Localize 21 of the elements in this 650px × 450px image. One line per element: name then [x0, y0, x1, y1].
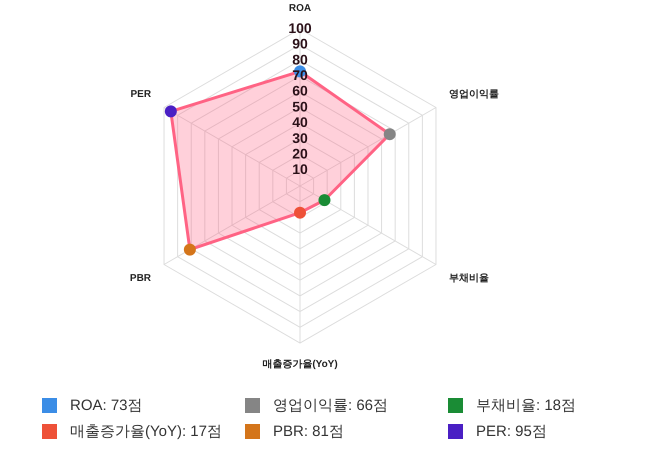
text: PER: 95점 — [476, 422, 547, 440]
spoke-label: 부채비율 — [448, 272, 489, 284]
y-tick-label: 30 — [292, 130, 308, 146]
y-tick-label: 20 — [292, 145, 308, 162]
spoke-label: PER — [130, 88, 152, 100]
text: 영업이익률: 66점 — [273, 396, 388, 414]
text: ROA: 73점 — [70, 396, 143, 414]
spoke-label: 영업이익률 — [448, 88, 499, 100]
y-tick-label: 40 — [292, 114, 308, 130]
text: 매출증가율(YoY): 17점 — [70, 422, 222, 440]
text: 부채비율: 18점 — [476, 396, 576, 414]
y-tick-label: 50 — [292, 98, 308, 114]
y-tick-label: 60 — [292, 82, 308, 99]
spoke-label: 매출증가율(YoY) — [262, 358, 338, 370]
y-tick-label: 10 — [292, 161, 308, 178]
spoke-label: PBR — [130, 272, 152, 284]
spoke-label: ROA — [288, 2, 312, 14]
y-tick-label: 100 — [288, 20, 312, 36]
y-tick-label: 90 — [292, 36, 308, 52]
y-tick-label: 80 — [292, 51, 308, 68]
text: PBR: 81점 — [273, 422, 344, 440]
